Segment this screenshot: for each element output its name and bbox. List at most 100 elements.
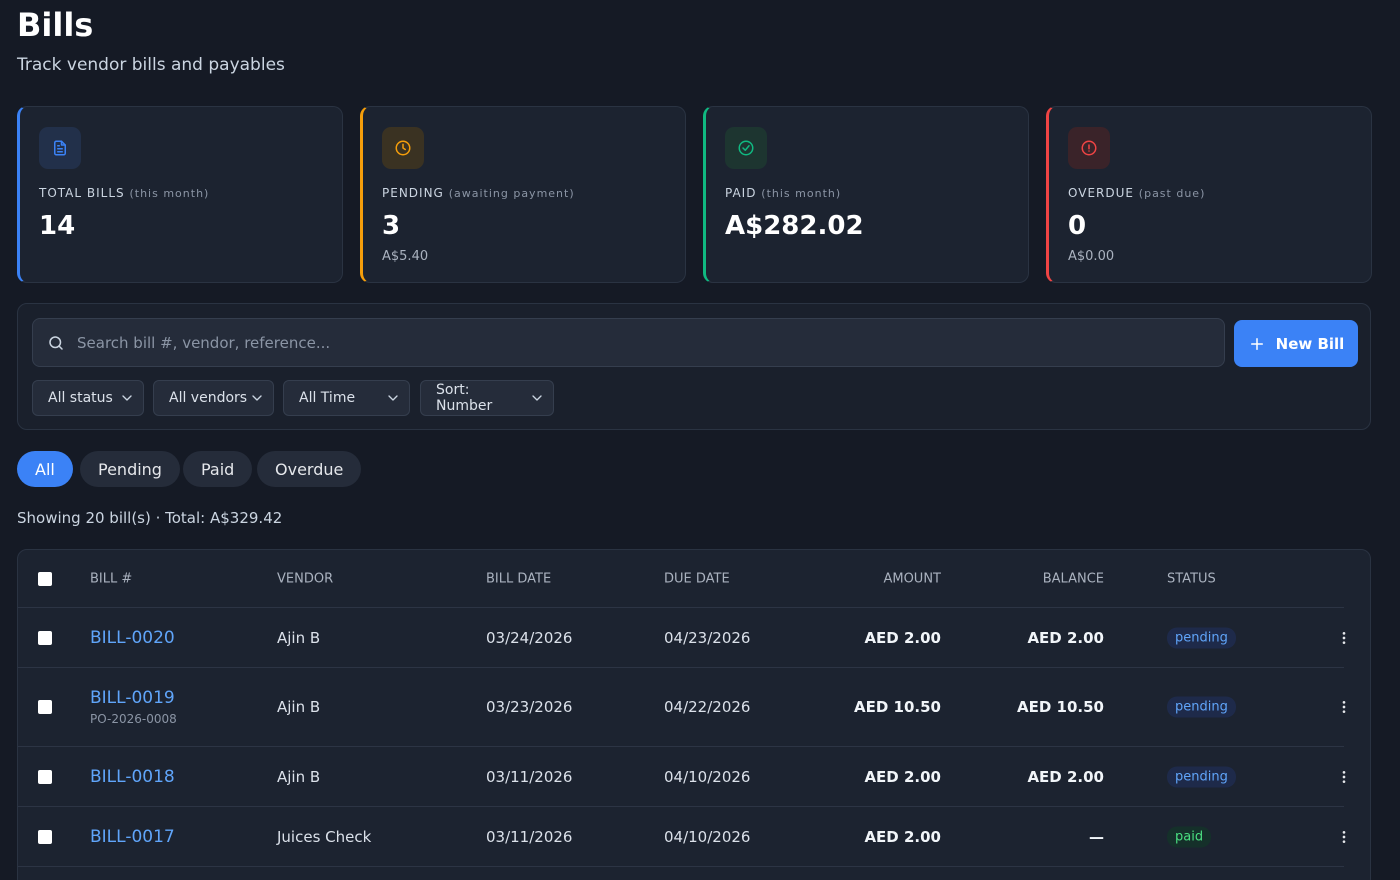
stat-label-text: PENDING [382, 186, 444, 200]
row-checkbox[interactable] [38, 700, 52, 714]
kebab-icon [1336, 630, 1352, 646]
filter-dropdown[interactable]: All Time [283, 380, 410, 416]
chevron-icon [119, 390, 135, 406]
new-bill-button[interactable]: New Bill [1234, 320, 1358, 367]
stat-note: (this month) [761, 187, 842, 200]
cell-balance: AED 2.00 [1027, 767, 1104, 786]
stat-icon-glyph [1080, 139, 1098, 157]
filter-dropdown[interactable]: Sort: Number [420, 380, 554, 416]
search-icon-svg [49, 335, 63, 350]
status-tab[interactable]: Paid [183, 451, 253, 487]
stat-value: A$282.02 [725, 211, 864, 241]
stat-card: TOTAL BILLS (this month) 14 [17, 106, 343, 283]
stat-label: PAID (this month) [725, 186, 841, 200]
row-checkbox[interactable] [38, 829, 52, 844]
cell-due-date: 04/10/2026 [664, 827, 751, 846]
stat-icon-glyph-svg [54, 140, 66, 156]
stat-note: (this month) [129, 187, 210, 200]
table-header: BILL # VENDOR BILL DATE DUE DATE AMOUNT BALAN… [18, 550, 1344, 608]
bill-cell: BILL-0017 [90, 827, 175, 847]
stat-label: PENDING (awaiting payment) [382, 186, 575, 200]
cell-bill-date: 03/11/2026 [486, 827, 573, 846]
column-header: BILL DATE [486, 571, 552, 586]
bill-number[interactable]: BILL-0018 [90, 766, 175, 787]
chevron-icon-svg [252, 395, 262, 401]
bill-cell: BILL-0020 [90, 628, 175, 648]
status-tab[interactable]: All [17, 451, 73, 487]
plus-icon-svg [1250, 337, 1263, 350]
cell-vendor: Juices Check [277, 827, 372, 846]
row-checkbox[interactable] [38, 630, 52, 645]
cell-vendor: Ajin B [277, 767, 321, 786]
stat-value: 14 [39, 211, 76, 241]
status-badge: pending [1167, 766, 1236, 787]
kebab-icon-svg [1342, 631, 1346, 644]
cell-amount: AED 2.00 [864, 767, 941, 786]
row-menu[interactable] [1336, 769, 1352, 785]
row-menu[interactable] [1336, 699, 1352, 715]
status-tab[interactable]: Pending [80, 451, 180, 487]
bill-number[interactable]: BILL-0020 [90, 627, 175, 648]
column-header: BILL # [90, 571, 133, 586]
filter-label: All vendors [169, 390, 248, 406]
status-badge: pending [1167, 627, 1236, 648]
cell-bill-date: 03/24/2026 [486, 628, 573, 647]
bill-row: BILL-0019 PO-2026-0008 Ajin B 03/23/2026 04/… [18, 668, 1346, 747]
row-menu[interactable] [1336, 630, 1352, 646]
chevron-icon-svg [388, 395, 398, 401]
stat-label: OVERDUE (past due) [1068, 186, 1205, 200]
column-header: VENDOR [277, 571, 334, 586]
stat-label-text: TOTAL BILLS [39, 186, 125, 200]
row-menu[interactable] [1336, 829, 1352, 845]
chevron-icon-svg [532, 395, 542, 401]
column-header: AMOUNT [883, 571, 941, 586]
kebab-icon [1336, 699, 1352, 715]
column-header: BALANCE [1042, 571, 1104, 586]
chevron-icon [385, 390, 401, 406]
bills-summary: Showing 20 bill(s) · Total: A$329.42 [17, 509, 283, 527]
filter-label: All Time [299, 390, 356, 406]
stat-icon [39, 127, 81, 169]
stat-card: PENDING (awaiting payment) 3 A$5.40 [360, 106, 686, 283]
stat-icon [725, 127, 767, 169]
select-all-checkbox[interactable] [38, 571, 52, 586]
bills-table: BILL # VENDOR BILL DATE DUE DATE AMOUNT BALAN… [17, 549, 1371, 880]
cell-balance: AED 10.50 [1017, 698, 1104, 716]
search-icon [47, 334, 65, 352]
filter-dropdown[interactable]: All status [32, 380, 144, 416]
kebab-icon [1336, 769, 1352, 785]
filter-label: All status [48, 390, 113, 406]
stat-sub: A$5.40 [382, 249, 429, 264]
bill-cell: BILL-0019 PO-2026-0008 [90, 688, 177, 726]
stat-note: (awaiting payment) [448, 187, 575, 200]
stat-icon-glyph-svg [738, 140, 754, 156]
bill-number[interactable]: BILL-0017 [90, 826, 175, 847]
stat-icon-glyph [737, 139, 755, 157]
status-badge: paid [1167, 826, 1212, 847]
search-input[interactable]: Search bill #, vendor, reference... [32, 318, 1225, 367]
bill-row: BILL-0020 Ajin B 03/24/2026 04/23/2026 AED 2… [18, 608, 1346, 668]
filter-panel: Search bill #, vendor, reference... New B… [17, 303, 1371, 430]
kebab-icon-svg [1342, 830, 1346, 843]
chevron-icon [529, 390, 545, 406]
cell-amount: AED 2.00 [864, 827, 941, 846]
page-title: Bills [17, 6, 94, 44]
cell-due-date: 04/23/2026 [664, 628, 751, 647]
cell-balance: — [1089, 827, 1104, 846]
filter-label: Sort: Number [436, 382, 493, 414]
bill-number[interactable]: BILL-0019 [90, 688, 175, 708]
stat-label: TOTAL BILLS (this month) [39, 186, 209, 200]
plus-icon [1248, 335, 1266, 353]
chevron-icon [249, 390, 265, 406]
cell-due-date: 04/22/2026 [664, 698, 751, 716]
row-checkbox[interactable] [38, 769, 52, 784]
kebab-icon-svg [1342, 770, 1346, 783]
stat-value: 0 [1068, 211, 1087, 241]
bill-cell: BILL-0018 [90, 767, 175, 787]
status-tab[interactable]: Overdue [257, 451, 362, 487]
filter-dropdown[interactable]: All vendors [153, 380, 274, 416]
stat-note: (past due) [1138, 187, 1206, 200]
stat-card: OVERDUE (past due) 0 A$0.00 [1046, 106, 1372, 283]
stat-card: PAID (this month) A$282.02 [703, 106, 1029, 283]
bill-row: BILL-0018 Ajin B 03/11/2026 04/10/2026 AED 2… [18, 747, 1346, 807]
